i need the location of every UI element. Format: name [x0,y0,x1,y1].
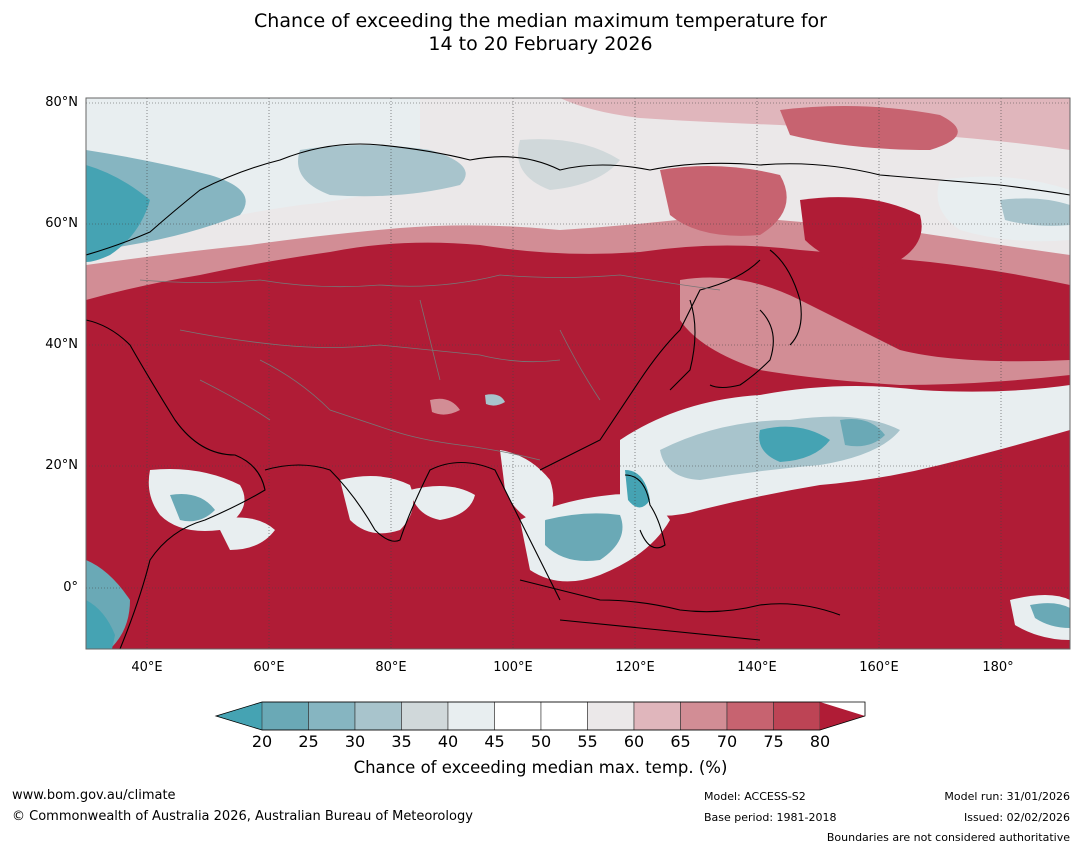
colorbar-under-arrow [216,702,262,730]
lon-label-180: 180° [982,660,1014,675]
colorbar-label: Chance of exceeding median max. temp. (%… [353,758,728,777]
tibet-cool-patch [485,394,505,406]
colorbar-segment-65-70 [680,701,728,731]
map-title-line-1: Chance of exceeding the median maximum t… [254,10,827,32]
map-fill-layer [86,98,1070,649]
colorbar-outline [214,701,866,731]
colorbar-tick-60: 60 [623,732,645,751]
tropical-pacific-coldest-patch-1 [759,426,830,462]
colorbar-segment-70-75 [726,701,774,731]
south-china-sea-cool-patch [545,513,623,561]
bering-cool-patch [1000,198,1070,226]
arabian-sea-cool-patch [170,494,215,522]
footer-base-period: Base period: 1981-2018 [704,811,837,824]
colorbar [214,701,866,731]
colorbar-segment-60-65 [633,701,681,731]
colorbar-tick-80: 80 [809,732,831,751]
lat-label-60n: 60°N [45,216,78,231]
far-east-warm-patch [800,197,922,270]
colorbar-tick-65: 65 [670,732,691,751]
colorbar-tick-35: 35 [391,732,412,751]
lon-label-40e: 40°E [131,660,163,675]
footer-issued: Issued: 02/02/2026 [963,811,1070,824]
colorbar-tick-55: 55 [577,732,598,751]
lon-label-160e: 160°E [859,660,899,675]
colorbar-segment-20-25 [261,701,309,731]
colorbar-segment-40-45 [447,701,495,731]
lat-label-20n: 20°N [45,458,78,473]
footer-copyright: © Commonwealth of Australia 2026, Austra… [12,809,473,824]
map-frame [85,97,1071,650]
somali-coast-neutral-patch [215,517,275,550]
lon-label-120e: 120°E [615,660,655,675]
colorbar-tick-25: 25 [298,732,319,751]
arctic-warm-patch [780,106,958,150]
footer-website: www.bom.gov.au/climate [12,788,176,803]
lat-label-0: 0° [63,580,78,595]
footer-model-run: Model run: 31/01/2026 [944,790,1070,803]
lon-label-140e: 140°E [737,660,777,675]
indochina-neutral-patch [500,450,554,525]
colorbar-segment-30-35 [354,701,402,731]
colorbar-segment-50-55 [540,701,588,731]
southwest-pacific-cool-patch [1030,603,1070,628]
lon-label-80e: 80°E [375,660,407,675]
forecast-map [85,97,1071,650]
northwest-coldest-patch [86,165,150,262]
colorbar-over-arrow [820,702,865,730]
colorbar-segment-75-80 [773,701,821,731]
map-title: Chance of exceeding the median maximum t… [0,10,1081,56]
west-siberia-cool-patch [298,145,466,197]
colorbar-segment-55-60 [587,701,635,731]
lat-label-40n: 40°N [45,337,78,352]
country-boundaries [139,274,721,461]
colorbar-segment-45-50 [494,701,542,731]
graticule [86,98,1070,649]
footer-model: Model: ACCESS-S2 [704,790,806,803]
colorbar-tick-30: 30 [344,732,366,751]
colorbar-tick-20: 20 [251,732,273,751]
coastlines [86,143,1070,649]
lon-label-100e: 100°E [493,660,533,675]
colorbar-tick-45: 45 [484,732,505,751]
central-siberia-cool-patch [518,139,620,190]
colorbar-segment-25-30 [308,701,356,731]
east-africa-coldest-patch [86,600,115,649]
northwest-pacific-warm-band [680,277,1070,385]
east-siberia-warm-patch [660,166,787,236]
tropical-pacific-coldest-patch-2 [840,419,885,447]
philippines-cool-patch [625,470,650,508]
colorbar-tick-75: 75 [763,732,784,751]
colorbar-tick-70: 70 [716,732,738,751]
lon-label-60e: 60°E [253,660,285,675]
india-neutral-patch [340,476,414,534]
footer-disclaimer: Boundaries are not considered authoritat… [826,831,1070,844]
tibet-warm-patch [430,398,460,415]
lat-label-80n: 80°N [45,95,78,110]
colorbar-segment-35-40 [401,701,449,731]
colorbar-tick-50: 50 [530,732,552,751]
bay-of-bengal-neutral-patch [410,486,475,520]
colorbar-tick-40: 40 [437,732,459,751]
colorbar-segments [261,701,821,731]
map-title-line-2: 14 to 20 February 2026 [428,33,653,55]
